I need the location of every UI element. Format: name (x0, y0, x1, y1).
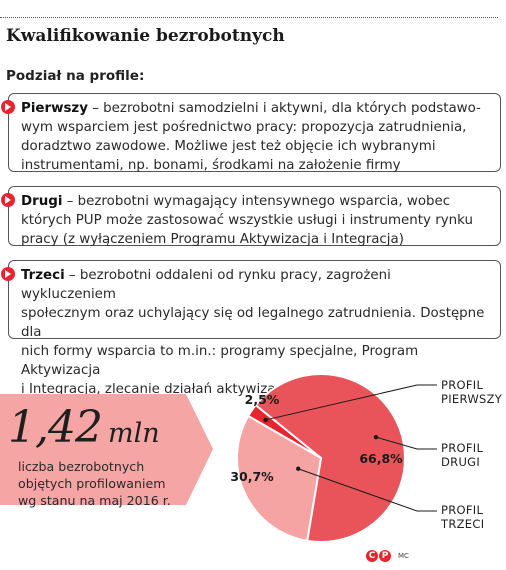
value-label-1: 2,5% (245, 392, 280, 407)
chart-label-line: PROFIL (441, 503, 484, 517)
footer-logo: C P MC (366, 545, 409, 562)
profile-desc-line: wym wsparciem jest pośrednictwo pracy: p… (21, 120, 467, 135)
profile-name: Trzeci (21, 268, 65, 283)
author-credit: MC (398, 551, 409, 560)
leader-line-2 (375, 436, 437, 450)
logo-p-icon: P (379, 549, 391, 562)
profile-desc-line: – bezrobotni wymagający intensywnego wsp… (62, 194, 451, 209)
chart-label-trzeci: PROFIL TRZECI (441, 503, 484, 531)
chart-label-line: PROFIL (441, 378, 484, 392)
profile-desc-line: nich formy wsparcia to m.in.: programy s… (21, 344, 419, 378)
profile-box-pierwszy: Pierwszy – bezrobotni samodzielni i akty… (1, 93, 501, 173)
profile-box-trzeci: Trzeci – bezrobotni oddaleni od rynku pr… (1, 260, 501, 397)
chart-label-line: PIERWSZY (441, 392, 503, 406)
stat-caption-line: liczba bezrobotnych (18, 459, 145, 474)
leader-line-1 (265, 384, 437, 421)
stat-caption: liczba bezrobotnych objętych profilowani… (18, 458, 208, 509)
stat-caption-line: objętych profilowaniem (18, 476, 166, 491)
chart-label-line: PROFIL (441, 441, 484, 455)
top-rule (0, 17, 498, 18)
value-label-3: 30,7% (230, 469, 274, 484)
arrow-bullet-icon (1, 267, 15, 281)
profile-box-drugi: Drugi – bezrobotni wymagający intensywne… (1, 186, 501, 247)
chart-label-drugi: PROFIL DRUGI (441, 441, 483, 469)
stat-panel-shape (0, 394, 213, 505)
big-number: 1,42 mln (8, 402, 160, 453)
profile-desc-line: społecznym oraz uchylający się od legaln… (21, 306, 485, 340)
pie-slice-2 (254, 373, 406, 543)
leader-line-3 (298, 468, 437, 512)
profile-desc-line: – bezrobotni oddaleni od rynku pracy, za… (21, 268, 391, 302)
profile-desc-line: instrumentami, np. bonami, środkami na z… (21, 158, 401, 173)
profile-name: Pierwszy (21, 101, 88, 116)
value-label-2: 66,8% (359, 451, 403, 466)
profile-desc-line: – bezrobotni samodzielni i aktywni, dla … (87, 101, 481, 116)
section-subtitle: Podział na profile: (6, 68, 145, 84)
chart-label-pierwszy: PROFIL PIERWSZY (441, 378, 502, 406)
pie-slice-3 (236, 414, 323, 543)
page-title: Kwalifikowanie bezrobotnych (6, 26, 285, 46)
leader-dot-3 (296, 466, 301, 471)
arrow-bullet-icon (1, 193, 15, 207)
profile-desc-line: których PUP może zastosować wszystkie us… (21, 213, 473, 228)
profile-desc-line: doradztwo zawodowe. Możliwe jest też obj… (21, 139, 436, 154)
profile-desc-line: pracy (z wyłączeniem Programu Aktywizacj… (21, 232, 404, 247)
chart-label-line: DRUGI (441, 455, 481, 469)
chart-label-line: TRZECI (441, 517, 485, 531)
profile-desc-line: i Integracja, zlecanie działań aktywizac… (21, 382, 327, 397)
stat-caption-line: wg stanu na maj 2016 r. (18, 493, 171, 508)
big-number-unit: mln (107, 418, 160, 449)
profile-name: Drugi (21, 194, 63, 209)
arrow-bullet-icon (1, 100, 15, 114)
stat-panel (0, 394, 213, 505)
logo-c-icon: C (366, 549, 378, 562)
big-number-value: 1,42 (8, 402, 103, 453)
